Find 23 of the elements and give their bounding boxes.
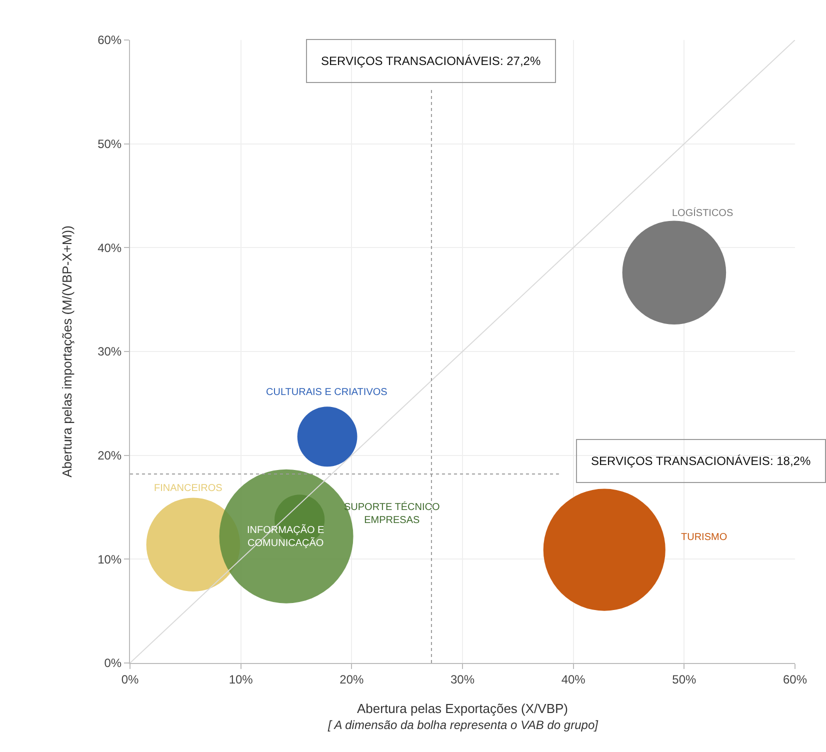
- x-tick-label: 50%: [672, 672, 696, 686]
- series-label: FINANCEIROS: [154, 483, 223, 494]
- y-tick-label: 20%: [98, 448, 122, 463]
- x-axis-title: Abertura pelas Exportações (X/VBP): [357, 701, 568, 716]
- y-tick-label: 40%: [98, 240, 122, 255]
- text: [ A dimensão da bolha representa o VAB do grupo]: [327, 718, 599, 732]
- x-tick-label: 0%: [121, 672, 139, 686]
- x-tick-label: 40%: [561, 672, 586, 686]
- x-tick-label: 20%: [340, 672, 364, 686]
- x-tick-label: 10%: [228, 672, 254, 686]
- x-tick-label: 60%: [782, 672, 808, 686]
- series-label: LOGÍSTICOS: [672, 207, 734, 219]
- y-tick-label: 50%: [98, 137, 122, 152]
- y-tick-label: 0%: [104, 656, 122, 670]
- ref-line-label: SERVIÇOS TRANSACIONÁVEIS: 27,2%: [321, 54, 541, 68]
- ref-line-label: SERVIÇOS TRANSACIONÁVEIS: 18,2%: [591, 454, 811, 468]
- x-tick-label: 30%: [450, 672, 475, 686]
- y-tick-label: 30%: [98, 344, 122, 359]
- series-label: TURISMO: [681, 532, 728, 543]
- y-tick-label: 10%: [98, 552, 122, 566]
- y-tick-label: 60%: [98, 33, 122, 48]
- y-axis-title: Abertura pelas importações (M/(VBP-X+M)): [60, 226, 75, 478]
- series-label: CULTURAIS E CRIATIVOS: [266, 387, 388, 398]
